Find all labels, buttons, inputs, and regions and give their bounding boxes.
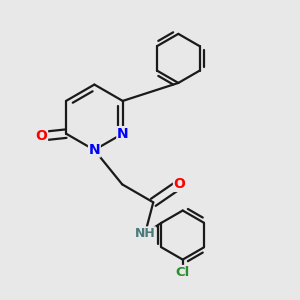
Text: NH: NH — [135, 227, 155, 240]
Text: Cl: Cl — [176, 266, 190, 278]
Text: O: O — [36, 129, 47, 143]
Text: N: N — [117, 127, 128, 141]
Text: N: N — [88, 143, 100, 157]
Text: O: O — [173, 177, 185, 191]
